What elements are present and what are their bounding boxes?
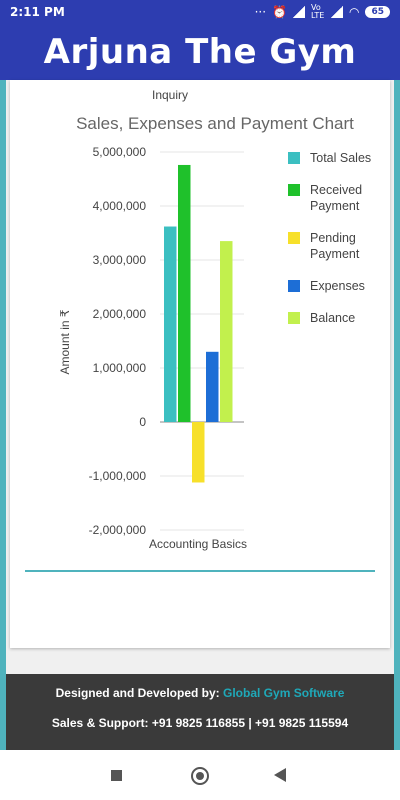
y-tick-label: 5,000,000 — [93, 145, 147, 159]
legend-label: Total Sales — [310, 151, 372, 165]
legend-label: Pending Payment — [310, 231, 360, 261]
app-header: Arjuna The Gym — [0, 24, 400, 80]
bar-expenses — [206, 351, 219, 422]
y-tick-label: 4,000,000 — [93, 199, 147, 213]
x-category-label: Accounting Basics — [149, 537, 247, 551]
legend-swatch — [288, 152, 300, 164]
network-type-label: Vo LTE — [310, 3, 325, 20]
legend-swatch — [288, 280, 300, 292]
footer: Designed and Developed by: Global Gym So… — [6, 674, 394, 750]
legend-swatch — [288, 184, 300, 196]
footer-credits: Designed and Developed by: Global Gym So… — [6, 686, 394, 700]
signal-icon-2 — [330, 6, 343, 18]
legend-label: Received Payment — [310, 183, 363, 213]
y-tick-label: 0 — [139, 415, 146, 429]
status-time: 2:11 PM — [10, 5, 65, 19]
status-bar: 2:11 PM ··· ⏰ Vo LTE ◠ 65 — [0, 0, 400, 24]
chart-card — [10, 80, 390, 648]
footer-designer-link[interactable]: Global Gym Software — [223, 686, 345, 700]
signal-icon — [292, 6, 305, 18]
bar-pending-payment — [192, 422, 205, 483]
app-title: Arjuna The Gym — [43, 32, 357, 72]
y-tick-label: 3,000,000 — [93, 253, 147, 267]
recent-apps-icon[interactable] — [111, 770, 122, 781]
wifi-icon: ◠ — [348, 5, 360, 19]
status-icons: ··· ⏰ Vo LTE ◠ 65 — [255, 4, 390, 20]
legend-swatch — [288, 232, 300, 244]
y-tick-label: -1,000,000 — [89, 469, 147, 483]
legend-label: Balance — [310, 311, 356, 325]
inquiry-section-label: Inquiry — [152, 88, 189, 102]
y-tick-label: 1,000,000 — [93, 361, 147, 375]
y-tick-label: -2,000,000 — [89, 523, 147, 537]
alarm-icon: ⏰ — [272, 5, 287, 19]
bar-total-sales — [164, 226, 177, 422]
y-axis-label: Amount in ₹ — [58, 309, 72, 374]
navigation-bar — [0, 750, 400, 800]
footer-designed-label: Designed and Developed by: — [55, 686, 220, 700]
back-icon[interactable] — [274, 768, 286, 782]
footer-support: Sales & Support: +91 9825 116855 | +91 9… — [51, 716, 349, 730]
bar-balance — [220, 241, 233, 422]
more-dots-icon: ··· — [254, 5, 267, 19]
legend-label: Expenses — [310, 279, 365, 293]
legend-swatch — [288, 312, 300, 324]
y-tick-label: 2,000,000 — [93, 307, 147, 321]
section-divider — [25, 570, 375, 572]
battery-icon: 65 — [365, 6, 390, 18]
bar-received-payment — [178, 164, 191, 422]
chart-title: Sales, Expenses and Payment Chart — [76, 114, 354, 133]
home-icon[interactable] — [191, 767, 209, 785]
